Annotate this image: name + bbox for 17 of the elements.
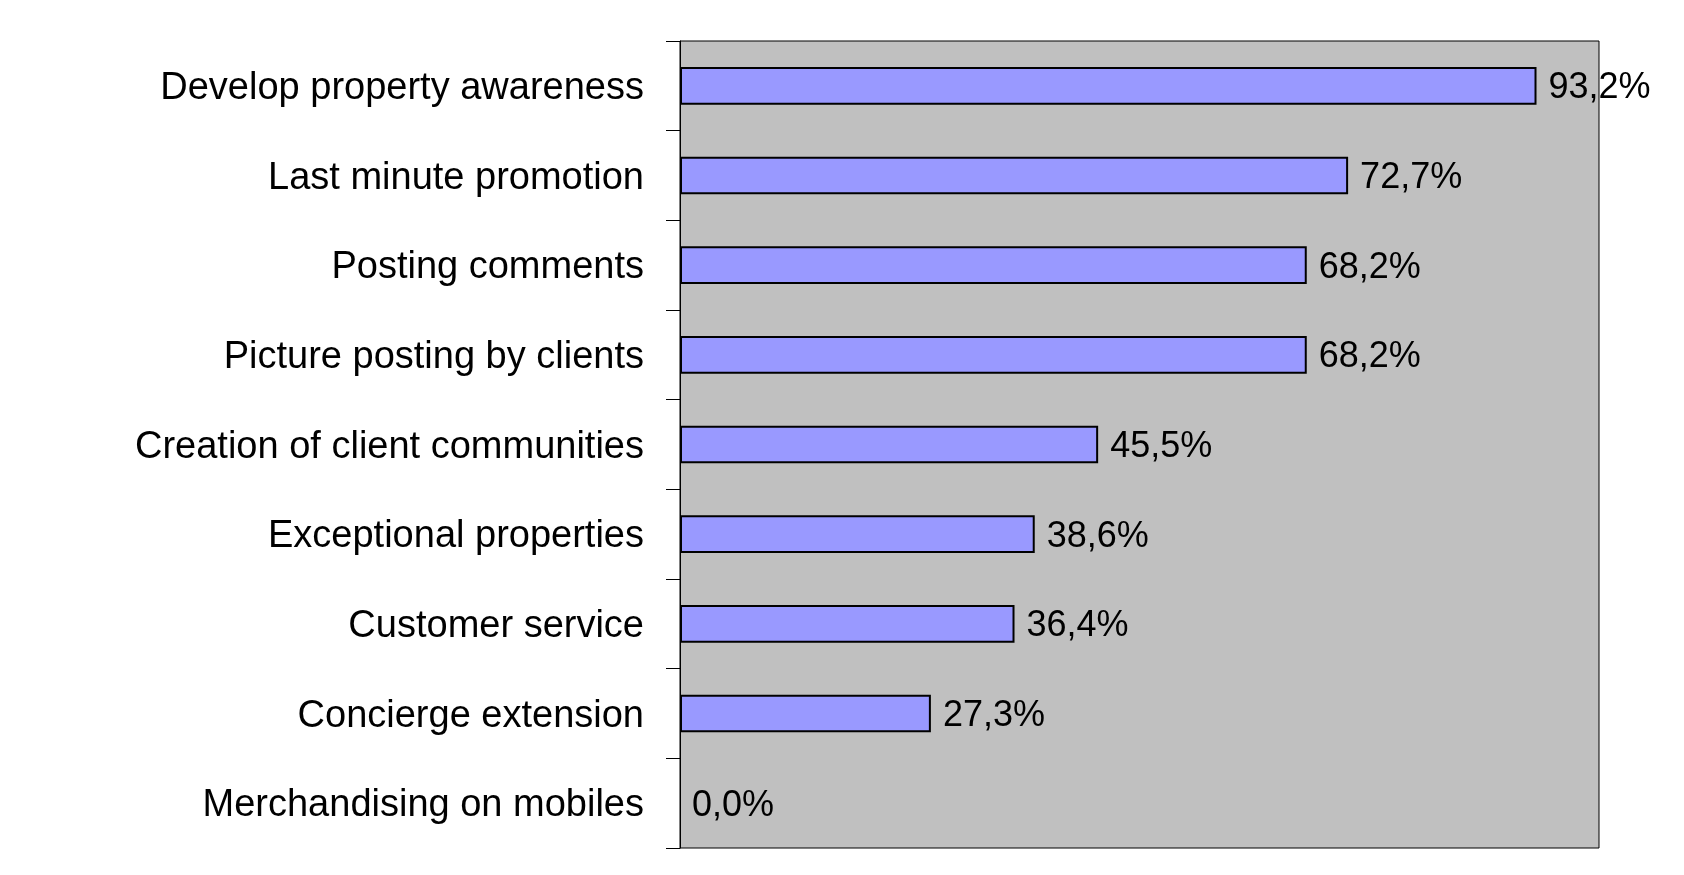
y-tick-label: Exceptional properties xyxy=(268,513,644,556)
y-tick-label: Picture posting by clients xyxy=(223,333,644,376)
y-tick-label: Customer service xyxy=(348,602,644,645)
y-tick-label: Last minute promotion xyxy=(268,154,644,197)
data-label: 27,3% xyxy=(942,693,1045,734)
data-label: 68,2% xyxy=(1318,334,1421,376)
data-label: 68,2% xyxy=(1318,244,1421,286)
data-label: 38,6% xyxy=(1046,513,1149,555)
data-label: 45,5% xyxy=(1110,424,1213,465)
y-tick-label: Posting comments xyxy=(331,244,644,287)
y-tick-label: Concierge extension xyxy=(297,692,644,735)
data-label: 36,4% xyxy=(1026,603,1129,645)
data-label: 0,0% xyxy=(692,782,775,824)
y-tick-label: Merchandising on mobiles xyxy=(202,782,644,825)
y-tick-label: Creation of client communities xyxy=(135,423,644,466)
y-tick-label: Develop property awareness xyxy=(160,64,644,107)
data-label: 72,7% xyxy=(1360,155,1463,196)
